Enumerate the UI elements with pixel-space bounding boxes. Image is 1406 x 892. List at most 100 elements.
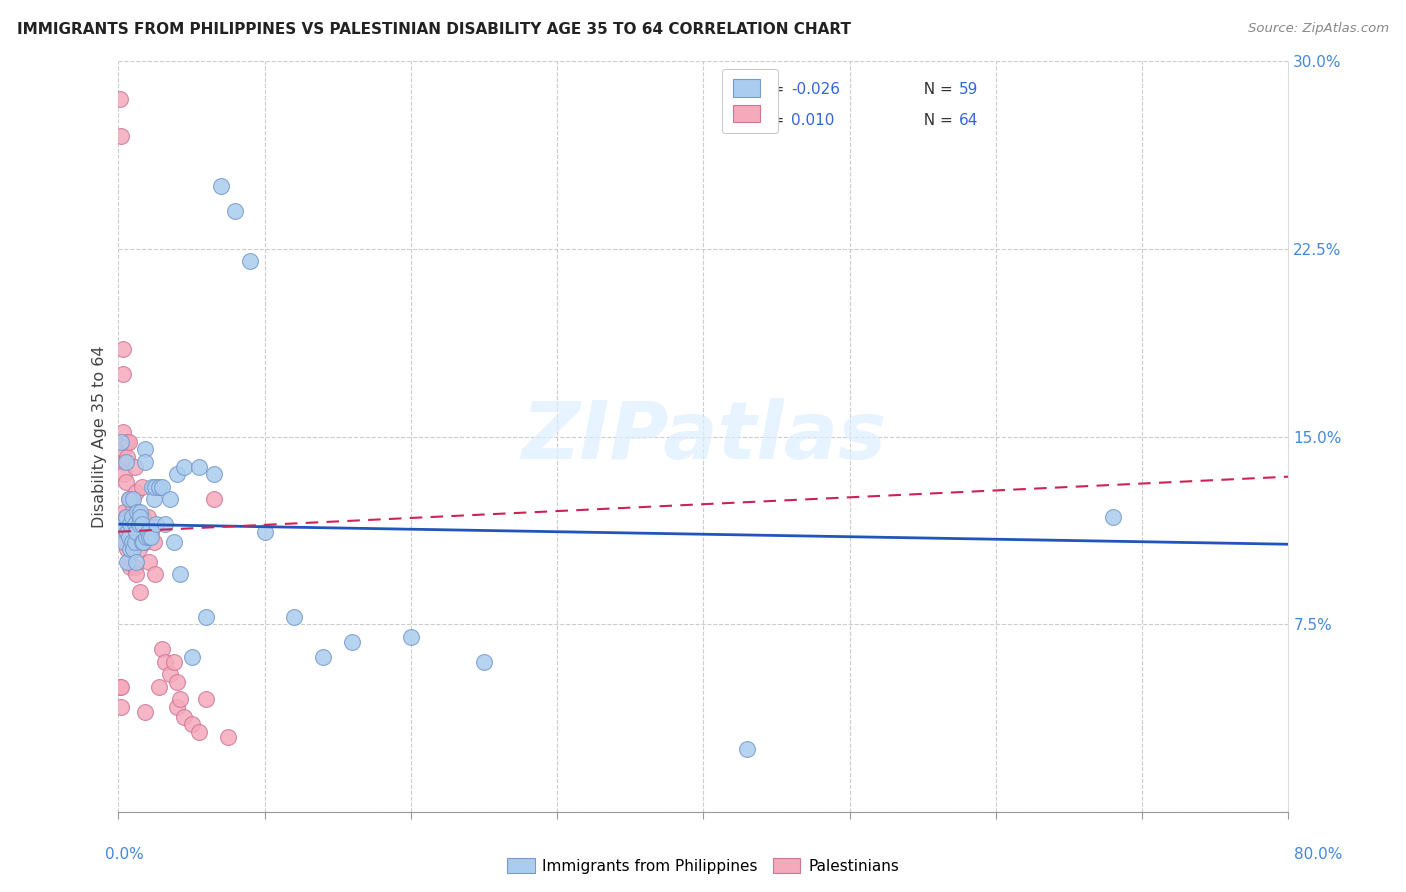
Point [145,517,167,532]
Point [131,534,153,549]
Point [115,434,138,449]
Text: 64: 64 [959,113,977,128]
Point [118,530,141,544]
Point [127,505,149,519]
Point [114,534,136,549]
Point [472,655,495,669]
Point [142,534,165,549]
Point [120,509,142,524]
Point [239,254,262,268]
Point [135,530,157,544]
Point [122,542,145,557]
Text: Source: ZipAtlas.com: Source: ZipAtlas.com [1249,22,1389,36]
Text: N =: N = [914,113,957,128]
Point [217,730,239,744]
Point [111,367,134,381]
Point [129,534,152,549]
Point [187,459,209,474]
Point [111,425,134,439]
Point [129,505,152,519]
Point [120,542,142,557]
Point [737,742,759,756]
Point [114,475,136,489]
Point [111,342,134,356]
Point [125,567,148,582]
Point [187,725,209,739]
Point [112,534,135,549]
Point [141,480,163,494]
Point [115,524,138,539]
Text: R =: R = [756,113,794,128]
Point [195,610,218,624]
Point [118,492,141,507]
Point [134,534,156,549]
Point [195,692,218,706]
Legend: Immigrants from Philippines, Palestinians: Immigrants from Philippines, Palestinian… [501,852,905,880]
Point [1102,509,1125,524]
Point [148,680,170,694]
Point [112,505,135,519]
Point [115,509,138,524]
Point [122,500,145,514]
Text: R =: R = [756,82,789,97]
Point [108,680,131,694]
Point [115,555,138,569]
Text: 0.010: 0.010 [792,113,835,128]
Point [131,517,153,532]
Point [163,655,186,669]
Point [148,480,170,494]
Point [399,630,422,644]
Point [120,517,142,532]
Point [127,505,149,519]
Point [114,509,136,524]
Point [115,450,138,464]
Point [125,524,148,539]
Point [155,655,177,669]
Point [312,649,335,664]
Point [150,480,173,494]
Point [180,649,202,664]
Point [114,509,136,524]
Point [159,667,181,681]
Point [125,484,148,499]
Point [136,509,159,524]
Text: ZIPatlas: ZIPatlas [522,398,886,475]
Point [342,635,364,649]
Point [112,467,135,482]
Point [108,92,131,106]
Point [128,542,150,557]
Point [118,555,141,569]
Point [112,455,135,469]
Point [129,509,152,524]
Point [143,480,166,494]
Point [143,567,166,582]
Point [121,534,143,549]
Point [139,524,162,539]
Point [180,717,202,731]
Point [138,530,160,544]
Point [110,434,132,449]
Point [122,534,145,549]
Point [129,584,152,599]
Point [163,534,186,549]
Y-axis label: Disability Age 35 to 64: Disability Age 35 to 64 [93,345,107,528]
Point [224,204,246,219]
Point [118,434,141,449]
Point [114,524,136,539]
Point [121,509,143,524]
Point [283,610,305,624]
Point [173,710,195,724]
Text: -0.026: -0.026 [792,82,841,97]
Point [136,524,159,539]
Point [159,492,181,507]
Point [173,459,195,474]
Point [131,480,153,494]
Point [166,700,188,714]
Point [121,517,143,532]
Point [134,455,156,469]
Point [124,534,146,549]
Point [150,642,173,657]
Point [135,517,157,532]
Point [128,517,150,532]
Text: 59: 59 [959,82,977,97]
